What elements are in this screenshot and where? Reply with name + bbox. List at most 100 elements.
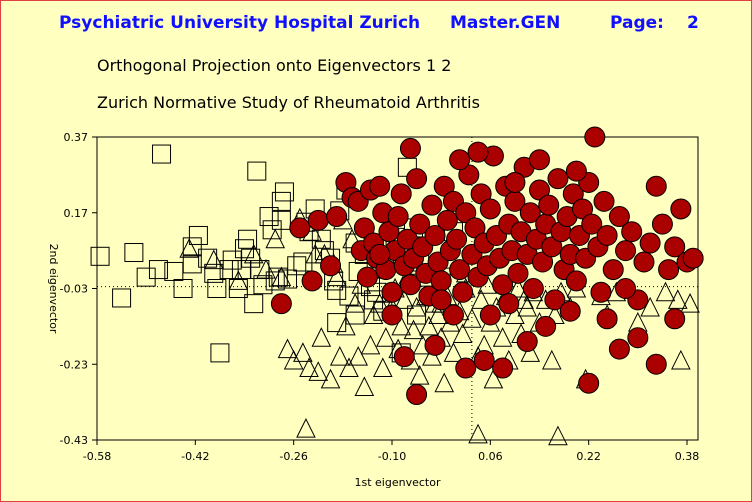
square-point [244, 294, 264, 314]
triangle-point [320, 368, 341, 389]
y-tick-label: -0.23 [60, 358, 88, 371]
triangle-point [354, 376, 375, 396]
triangle-point [339, 357, 359, 378]
circle-point [596, 308, 618, 330]
circle-point [658, 259, 680, 281]
x-tick-label: 0.22 [576, 450, 601, 463]
square-point [253, 275, 273, 295]
triangle-point [391, 315, 412, 336]
triangle-point [492, 327, 513, 347]
circle-point [406, 168, 428, 190]
triangle-point [256, 258, 276, 279]
square-point [238, 229, 258, 249]
square-point [112, 288, 132, 308]
circle-point [307, 209, 329, 231]
circle-point [424, 224, 446, 246]
x-tick-label: -0.26 [279, 450, 307, 463]
circle-point [390, 183, 412, 205]
triangle-point [329, 346, 350, 366]
circle-point [387, 206, 409, 228]
square-point [188, 225, 208, 245]
program-name: Master.GEN [450, 13, 561, 33]
triangle-point [655, 281, 676, 302]
circle-point [621, 221, 643, 243]
triangle-point [299, 357, 319, 378]
square-point [265, 271, 285, 291]
circle-point [492, 274, 514, 296]
circle-point [645, 353, 667, 375]
circle-point [270, 293, 292, 315]
circle-point [406, 384, 428, 406]
square-point [173, 279, 193, 298]
triangle-point [376, 327, 396, 347]
triangle-point [394, 289, 415, 309]
circle-point [529, 179, 550, 201]
circle-point [584, 126, 606, 148]
triangle-point [348, 346, 369, 366]
circle-point [670, 198, 692, 220]
circle-point [529, 149, 550, 171]
square-point [152, 144, 172, 164]
circle-point [559, 300, 581, 322]
square-point [136, 267, 156, 287]
y-tick-label: -0.03 [60, 283, 88, 296]
circle-point [519, 202, 541, 224]
triangle-point [517, 296, 538, 317]
square-point [327, 280, 347, 300]
triangle-point [336, 315, 356, 336]
square-point [271, 210, 291, 230]
y-axis-label: 2nd eigenvector [47, 244, 60, 334]
triangle-point [640, 296, 660, 317]
triangle-point [345, 293, 365, 313]
triangle-point [271, 266, 292, 287]
circle-point [356, 266, 378, 288]
circle-point [593, 190, 615, 212]
square-point [148, 260, 168, 280]
circle-point [565, 270, 587, 292]
circle-point [682, 247, 704, 269]
triangle-point [452, 323, 473, 343]
institution-title: Psychiatric University Hospital Zurich [59, 13, 421, 33]
circle-point [320, 255, 342, 277]
circle-point [504, 171, 526, 193]
circle-point [449, 259, 471, 281]
circle-point [458, 164, 480, 186]
chart-subtitle: Zurich Normative Study of Rheumatoid Art… [97, 93, 480, 112]
square-point [207, 279, 227, 298]
circle-point [608, 206, 630, 228]
x-tick-label: -0.42 [181, 450, 209, 463]
circle-point [289, 217, 311, 239]
square-point [247, 161, 267, 181]
circle-point [449, 149, 471, 171]
circle-point [455, 357, 477, 379]
triangle-point [243, 243, 264, 264]
axis-ticks: -0.58 -0.42 -0.26 -0.10 0.06 0.22 0.38 0.37 0.17… [60, 131, 700, 463]
circle-point [664, 308, 686, 330]
circle-point [464, 217, 486, 239]
circle-point [547, 168, 569, 190]
circle-point [436, 209, 458, 231]
triangle-point [462, 308, 482, 328]
triangle-point [308, 361, 329, 381]
circle-point [479, 304, 501, 326]
circle-point [467, 141, 489, 163]
square-point [293, 252, 313, 272]
circle-point [301, 270, 323, 292]
circle-point [353, 217, 375, 239]
circle-point [479, 198, 501, 220]
triangle-point [409, 364, 430, 385]
circle-point [470, 183, 492, 205]
triangle-point [434, 372, 455, 393]
circle-point [608, 338, 630, 360]
circle-point [430, 289, 452, 311]
circle-point [627, 327, 649, 349]
triangle-point [296, 418, 316, 438]
chart-title: Orthogonal Projection onto Eigenvectors … [97, 56, 452, 75]
circle-point [369, 175, 391, 197]
circle-point [399, 137, 421, 159]
triangle-point [228, 270, 249, 290]
circle-point [615, 278, 637, 299]
square-point [182, 254, 202, 274]
circle-point [473, 349, 495, 371]
